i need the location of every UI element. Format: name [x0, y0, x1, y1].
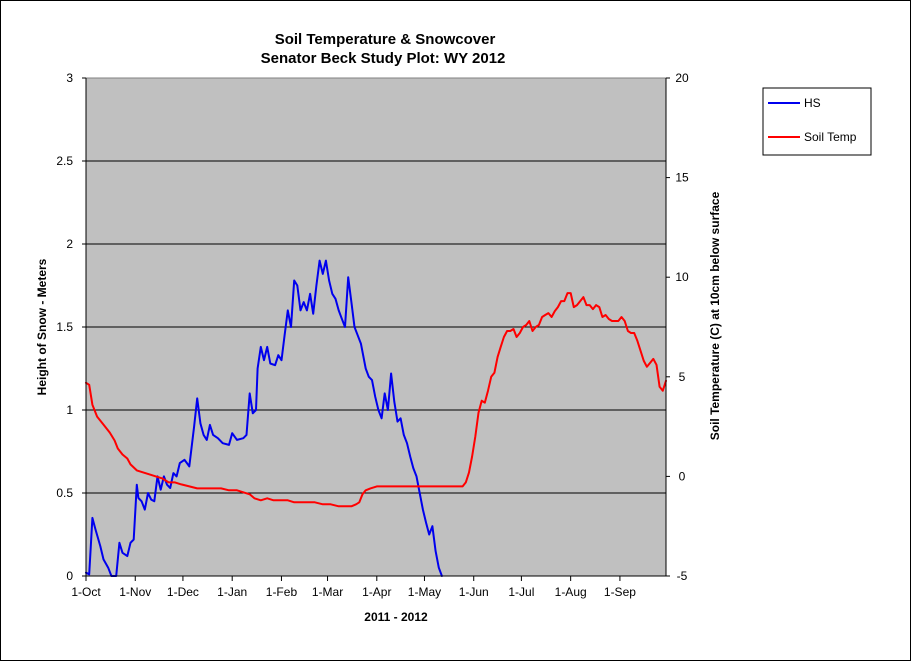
x-tick-label: 1-Jul [508, 585, 534, 599]
series-line-hs [85, 259, 443, 577]
y-tick-label: 1.5 [56, 320, 73, 334]
y-tick-label: 3 [66, 71, 73, 85]
y2-tick-label: 5 [679, 370, 686, 384]
x-axis-title: 2011 - 2012 [364, 610, 428, 624]
y-tick-label: 0.5 [56, 486, 73, 500]
x-tick-label: 1-Nov [119, 585, 151, 599]
y2-tick-label: 10 [675, 270, 689, 284]
x-tick-label: 1-Oct [71, 585, 101, 599]
y2-tick-label: 20 [675, 71, 689, 85]
x-tick-label: 1-Sep [604, 585, 636, 599]
y2-tick-label: 15 [675, 171, 689, 185]
chart-subtitle: Senator Beck Study Plot: WY 2012 [261, 50, 506, 67]
y-tick-label: 0 [66, 569, 73, 583]
y-axis-title: Height of Snow - Meters [35, 258, 49, 395]
x-tick-label: 1-Jan [217, 585, 247, 599]
series-line-soil-temp [85, 292, 667, 508]
x-tick-label: 1-Apr [362, 585, 391, 599]
y2-axis-title: Soil Temperature (C) at 10cm below surfa… [708, 191, 722, 440]
x-tick-label: 1-Mar [312, 585, 343, 599]
x-tick-label: 1-Jun [459, 585, 489, 599]
y-tick-label: 2.5 [56, 154, 73, 168]
y2-tick-label: -5 [677, 569, 688, 583]
y-tick-label: 1 [66, 403, 73, 417]
chart-title: Soil Temperature & Snowcover [275, 31, 496, 48]
legend-label-soil-temp: Soil Temp [804, 130, 857, 144]
x-tick-label: 1-Aug [555, 585, 587, 599]
legend-box [762, 87, 872, 156]
gridlines [86, 160, 666, 494]
y2-tick-label: 0 [679, 469, 686, 483]
x-tick-label: 1-Feb [266, 585, 298, 599]
x-tick-label: 1-May [408, 585, 441, 599]
x-tick-label: 1-Dec [167, 585, 199, 599]
legend-label-hs: HS [804, 96, 821, 110]
series-layer [85, 259, 667, 577]
axes: 0 0.5 1 1.5 2 2.5 3 -5 0 5 10 15 20 1-Oct 1-Nov 1-Dec 1-… [56, 71, 689, 599]
legend: HS Soil Temp [762, 87, 872, 156]
y-tick-label: 2 [66, 237, 73, 251]
